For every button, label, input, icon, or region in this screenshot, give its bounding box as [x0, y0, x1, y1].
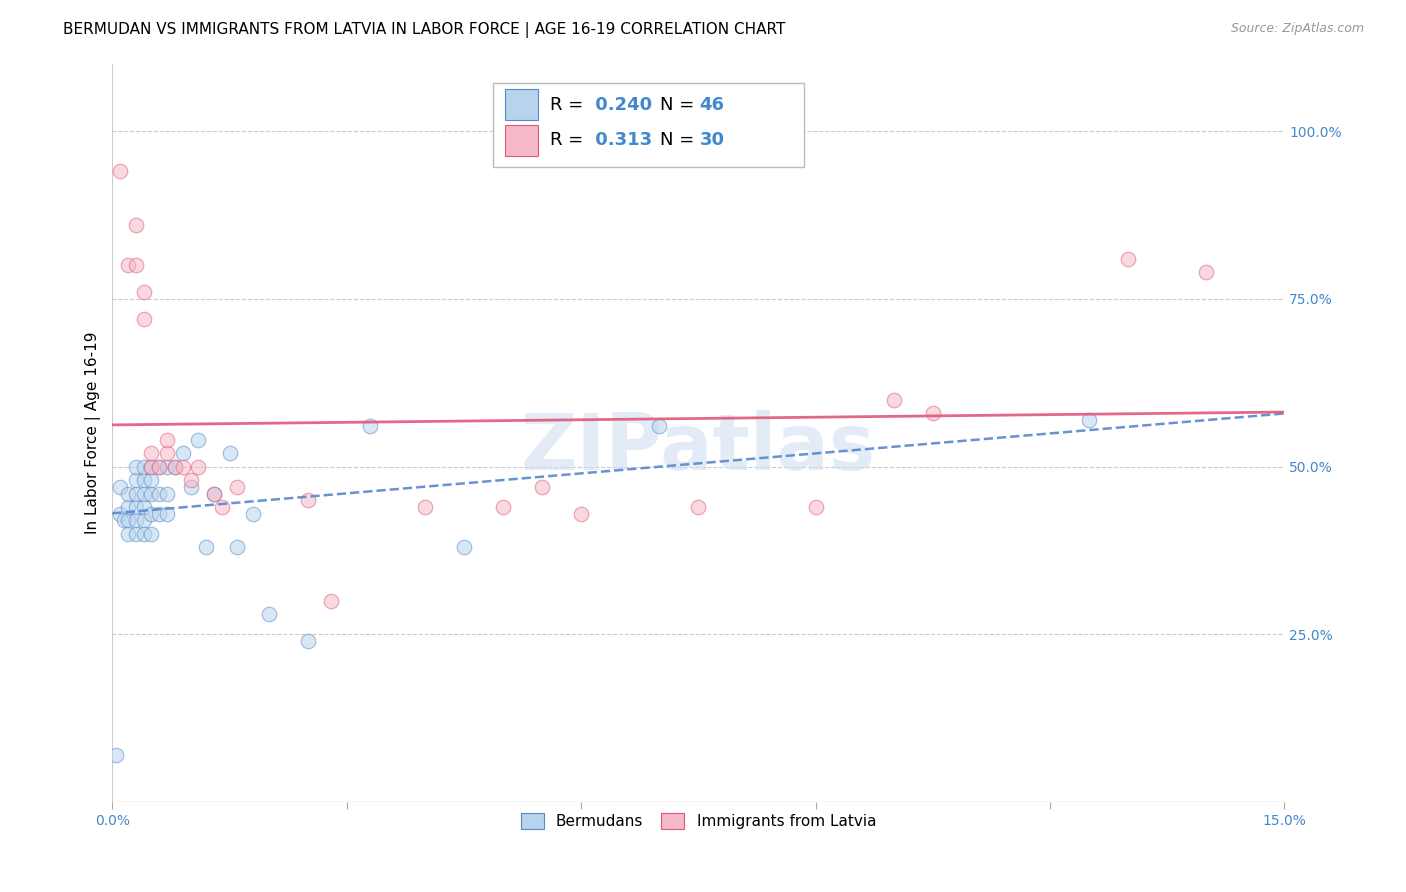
Point [110, 507, 132, 521]
Point [148, 459, 170, 474]
Point [202, 486, 225, 500]
Point [202, 486, 225, 500]
Point [413, 500, 436, 514]
Point [180, 480, 202, 494]
Text: 0.313: 0.313 [589, 131, 652, 149]
Point [921, 406, 943, 420]
Point [117, 526, 139, 541]
Point [112, 513, 135, 527]
Text: Source: ZipAtlas.com: Source: ZipAtlas.com [1230, 22, 1364, 36]
Point [242, 507, 264, 521]
Point [125, 259, 148, 273]
Point [117, 259, 139, 273]
Point [141, 526, 163, 541]
Point [132, 459, 155, 474]
Point [156, 486, 179, 500]
Point [531, 480, 554, 494]
Point [172, 459, 194, 474]
Point [141, 473, 163, 487]
Point [141, 459, 163, 474]
Text: N =: N = [659, 131, 700, 149]
Point [163, 459, 186, 474]
FancyBboxPatch shape [505, 89, 538, 120]
Point [125, 473, 148, 487]
Point [257, 607, 280, 622]
Point [125, 526, 148, 541]
Point [359, 419, 381, 434]
Point [187, 433, 209, 447]
Y-axis label: In Labor Force | Age 16-19: In Labor Force | Age 16-19 [86, 332, 101, 534]
FancyBboxPatch shape [505, 125, 538, 155]
Point [117, 500, 139, 514]
Point [453, 541, 475, 555]
Point [148, 486, 170, 500]
Text: R =: R = [550, 95, 589, 113]
Text: 46: 46 [700, 95, 724, 113]
Point [569, 507, 592, 521]
Text: N =: N = [659, 95, 700, 113]
Point [141, 507, 163, 521]
Point [132, 285, 155, 300]
Point [125, 500, 148, 514]
Text: 30: 30 [700, 131, 724, 149]
Text: ZIPatlas: ZIPatlas [520, 410, 876, 486]
Point [688, 500, 710, 514]
Point [125, 218, 148, 232]
Point [141, 446, 163, 460]
Point [105, 748, 128, 763]
Point [132, 526, 155, 541]
Point [321, 594, 343, 608]
Point [218, 446, 240, 460]
Point [125, 513, 148, 527]
Text: 0.240: 0.240 [589, 95, 652, 113]
Point [1078, 413, 1101, 427]
Point [117, 486, 139, 500]
Point [132, 513, 155, 527]
Point [297, 634, 319, 648]
Point [180, 473, 202, 487]
Point [883, 392, 905, 407]
Point [156, 507, 179, 521]
Point [156, 433, 179, 447]
Point [804, 500, 827, 514]
Legend: Bermudans, Immigrants from Latvia: Bermudans, Immigrants from Latvia [515, 807, 882, 835]
Point [1195, 265, 1218, 279]
Point [163, 459, 186, 474]
Point [141, 486, 163, 500]
Text: BERMUDAN VS IMMIGRANTS FROM LATVIA IN LABOR FORCE | AGE 16-19 CORRELATION CHART: BERMUDAN VS IMMIGRANTS FROM LATVIA IN LA… [63, 22, 786, 38]
Point [132, 500, 155, 514]
Point [172, 446, 194, 460]
Point [156, 459, 179, 474]
Point [297, 493, 319, 508]
Point [1116, 252, 1139, 266]
Point [195, 541, 218, 555]
Point [492, 500, 515, 514]
Point [226, 541, 249, 555]
Point [110, 164, 132, 178]
Point [148, 507, 170, 521]
Point [648, 419, 671, 434]
Point [117, 513, 139, 527]
Point [148, 459, 170, 474]
Point [125, 486, 148, 500]
FancyBboxPatch shape [494, 83, 804, 168]
Point [187, 459, 209, 474]
Text: R =: R = [550, 131, 589, 149]
Point [226, 480, 249, 494]
Point [110, 480, 132, 494]
Point [211, 500, 233, 514]
Point [156, 446, 179, 460]
Point [132, 473, 155, 487]
Point [125, 459, 148, 474]
Point [132, 486, 155, 500]
Point [141, 459, 163, 474]
Point [132, 312, 155, 326]
